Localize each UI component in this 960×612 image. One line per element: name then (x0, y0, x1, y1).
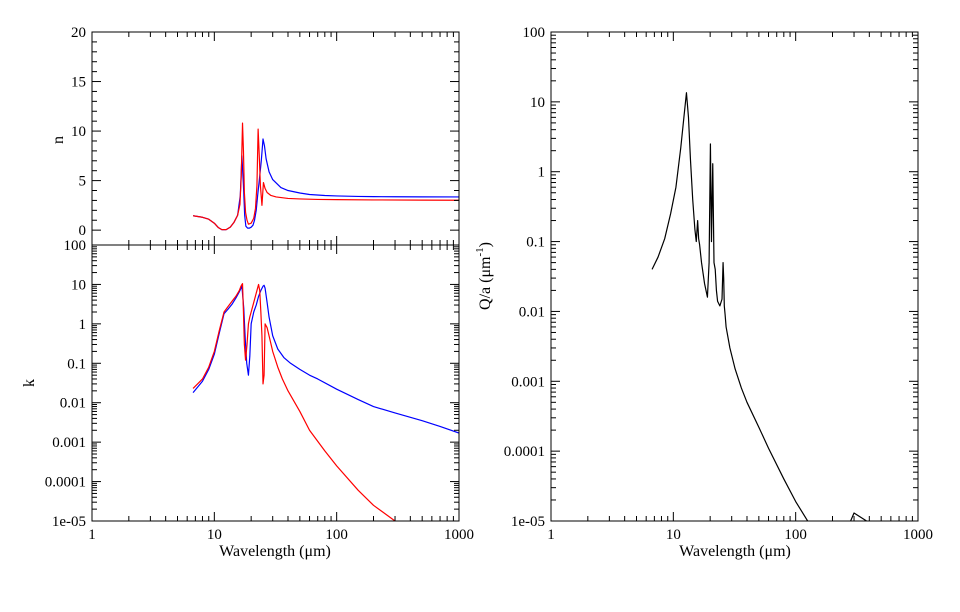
k-y-tick-label: 0.01 (60, 396, 86, 412)
n-y-axis-title: n (50, 136, 67, 144)
q-y-tick-label: 100 (523, 25, 546, 41)
k-y-tick-label: 0.0001 (45, 475, 86, 491)
k-tick-labels: 1 10 100 1000 1e-05 0.0001 0.001 0.01 0.1 1 10 100 (45, 238, 474, 543)
n-y-tick-label: 0 (79, 223, 87, 239)
n-series-layer (192, 122, 459, 231)
q-x-tick-label: 100 (784, 527, 807, 543)
q-tick-labels: 1 10 100 1000 1e-05 0.0001 0.001 0.01 0.1 1 10 100 (504, 25, 933, 543)
q-series-layer (651, 92, 867, 521)
k-panel: 1 10 100 10001e-050.00010.0010.010.1110100 … (21, 238, 474, 560)
n-y-tick-label: 10 (71, 124, 86, 140)
n-tick-labels: 0 5 10 15 20 (71, 25, 86, 239)
n-y-tick-label: 5 (79, 174, 87, 190)
q-x-tick-label: 10 (666, 527, 681, 543)
k-x-axis-title: Wavelength (μm) (219, 543, 331, 560)
k-tick-marks (91, 244, 460, 522)
k-y-tick-label: 0.001 (52, 435, 86, 451)
k-x-tick-label: 1000 (444, 527, 474, 543)
q-y-tick-label: 1e-05 (511, 514, 545, 530)
k-y-tick-label: 100 (64, 238, 87, 254)
q-x-axis-title: Wavelength (μm) (679, 543, 791, 560)
k-y-axis-title: k (21, 379, 38, 387)
n-series-line-1 (192, 122, 459, 231)
q-y-tick-label: 0.001 (511, 374, 545, 390)
k-x-tick-label: 100 (325, 527, 348, 543)
q-plot-frame (550, 31, 919, 522)
q-y-tick-label: 10 (530, 95, 545, 111)
k-y-tick-label: 1 (79, 317, 87, 333)
k-series-line-1 (192, 282, 396, 521)
q-x-tick-label: 1000 (903, 527, 933, 543)
k-y-tick-label: 10 (71, 277, 86, 293)
k-y-tick-label: 0.1 (67, 356, 86, 372)
q-y-tick-label: 1 (538, 165, 546, 181)
q-panel: 1 10 100 10001e-050.00010.0010.010.1110100 … (474, 25, 933, 560)
q-y-tick-label: 0.1 (526, 235, 545, 251)
q-y-tick-label: 0.01 (519, 304, 545, 320)
q-y-tick-label: 0.0001 (504, 444, 545, 460)
n-y-tick-label: 15 (71, 75, 86, 91)
n-y-tick-label: 20 (71, 25, 86, 41)
k-plot-frame (91, 244, 460, 522)
k-y-tick-label: 1e-05 (52, 514, 86, 530)
q-y-axis-title-main: Q/a (μm (477, 256, 494, 310)
k-series-layer (192, 282, 459, 521)
k-x-tick-label: 1 (88, 527, 96, 543)
k-x-tick-label: 10 (207, 527, 222, 543)
q-y-axis-title-sup: -1 (474, 247, 486, 256)
q-series-line-0 (651, 92, 867, 521)
q-y-axis-title-end: ) (477, 242, 494, 247)
q-x-tick-label: 1 (547, 527, 555, 543)
q-tick-marks (550, 31, 919, 522)
q-y-axis-title: Q/a (μm-1) (474, 242, 494, 310)
